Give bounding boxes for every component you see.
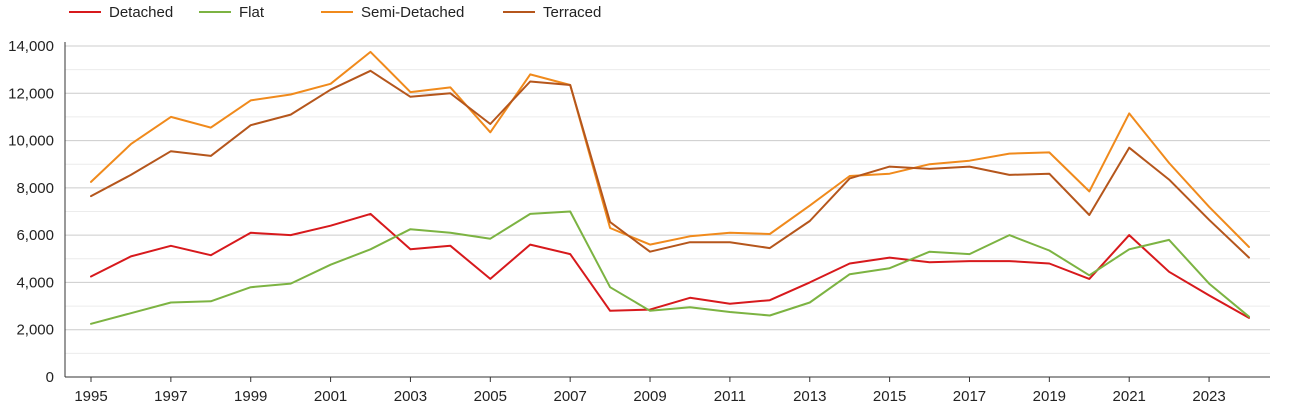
y-tick-label: 14,000 [8, 38, 54, 55]
series-line-detached [90, 212, 1250, 319]
x-tick-label: 2003 [394, 388, 427, 405]
y-tick-label: 10,000 [8, 133, 54, 150]
legend-label-flat: Flat [239, 4, 265, 21]
series-line-semi-detached [90, 50, 1250, 248]
x-tick-label: 2019 [1033, 388, 1066, 405]
x-tick-label: 2001 [314, 388, 347, 405]
x-tick-label: 2023 [1192, 388, 1225, 405]
y-tick-label: 12,000 [8, 85, 54, 102]
x-tick-label: 2013 [793, 388, 826, 405]
axes [64, 42, 1270, 378]
y-tick-label: 6,000 [16, 227, 54, 244]
legend-label-detached: Detached [109, 4, 173, 21]
y-tick-label: 2,000 [16, 322, 54, 339]
x-tick-label: 2017 [953, 388, 986, 405]
legend-label-semi-detached: Semi-Detached [361, 4, 464, 21]
x-tick-label: 2007 [553, 388, 586, 405]
x-tick-label: 2005 [474, 388, 507, 405]
y-axis-tick-labels: 0 2,000 4,000 6,000 8,000 10,000 12,000 14,000 [8, 38, 54, 386]
legend-label-terraced: Terraced [543, 4, 601, 21]
x-tick-label: 1995 [74, 388, 107, 405]
x-tick-label: 2009 [633, 388, 666, 405]
series-line-flat [90, 210, 1250, 325]
series-lines [90, 50, 1250, 325]
x-tick-label: 1999 [234, 388, 267, 405]
y-tick-label: 8,000 [16, 180, 54, 197]
legend: Detached Flat Semi-Detached Terraced [69, 4, 601, 21]
series-line-terraced [90, 69, 1250, 259]
x-tick-label: 1997 [154, 388, 187, 405]
gridlines [65, 45, 1270, 378]
x-tick-label: 2015 [873, 388, 906, 405]
x-axis-tick-labels: 1995 1997 1999 2001 2003 2005 2007 2009 2011 2013… [74, 377, 1226, 405]
x-tick-label: 2021 [1113, 388, 1146, 405]
y-tick-label: 4,000 [16, 274, 54, 291]
x-tick-label: 2011 [714, 388, 746, 405]
y-tick-label: 0 [46, 369, 54, 386]
